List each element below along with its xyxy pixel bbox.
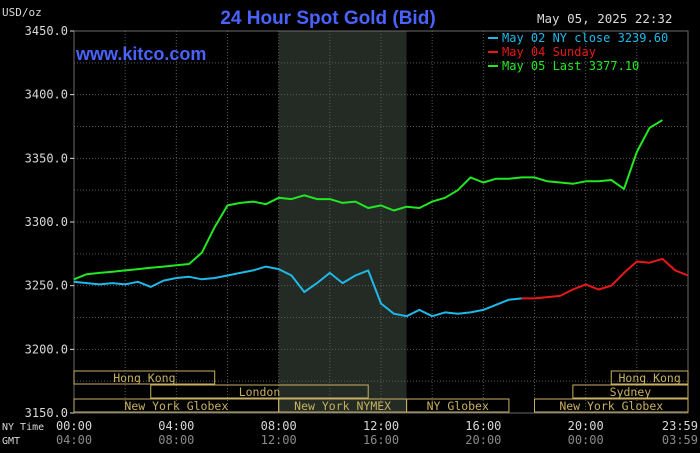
y-axis: 3150.0 3200.0 3250.0 3300.0 3350.0 3400.0 3450… — [25, 24, 74, 420]
series-line-1 — [521, 257, 689, 300]
price-series — [73, 119, 689, 318]
x-tick-label: 08:00 — [158, 433, 194, 447]
x-tick-label: 20:00 — [568, 419, 604, 433]
x-tick-label: 23:59 — [662, 419, 698, 433]
y-tick-label: 3400.0 — [25, 88, 68, 102]
session-band — [150, 384, 369, 399]
y-tick-label: 3350.0 — [25, 151, 68, 165]
session-label: New York Globex — [124, 399, 228, 413]
legend-label: May 04 Sunday — [502, 45, 596, 59]
x-tick-label: 00:00 — [568, 433, 604, 447]
chart-title: 24 Hour Spot Gold (Bid) — [220, 8, 435, 29]
x-tick-label: 12:00 — [363, 419, 399, 433]
series-line-0 — [73, 265, 522, 318]
y-tick-label: 3450.0 — [25, 24, 68, 38]
session-band — [406, 398, 510, 413]
session-label: London — [239, 385, 281, 399]
x-tick-label: 16:00 — [465, 419, 501, 433]
x-tick-label: 08:00 — [261, 419, 297, 433]
series-line-2 — [73, 119, 663, 281]
y-tick-label: 3200.0 — [25, 342, 68, 356]
session-label: Sydney — [610, 385, 652, 399]
y-tick-label: 3150.0 — [25, 406, 68, 420]
session-label: New York Globex — [559, 399, 663, 413]
x-row-name: NY Time — [2, 422, 44, 433]
session-label: Hong Kong — [113, 371, 175, 385]
session-label: New York NYMEX — [294, 399, 391, 413]
session-band — [534, 398, 689, 413]
x-tick-label: 03:59 — [662, 433, 698, 447]
session-band — [572, 384, 689, 399]
chart-grid — [73, 30, 689, 414]
ny-session-shading — [278, 31, 407, 413]
session-label: Hong Kong — [618, 371, 680, 385]
y-tick-label: 3250.0 — [25, 279, 68, 293]
x-tick-label: 20:00 — [465, 433, 501, 447]
x-tick-label: 12:00 — [261, 433, 297, 447]
session-band — [73, 370, 216, 385]
brand-watermark: www.kitco.com — [75, 44, 206, 64]
x-tick-label: 00:00 — [56, 419, 92, 433]
x-tick-label: 04:00 — [158, 419, 194, 433]
chart-date: May 05, 2025 22:32 — [537, 11, 672, 26]
legend-label: May 02 NY close 3239.60 — [502, 31, 668, 45]
session-band — [610, 370, 689, 385]
x-tick-label: 16:00 — [363, 433, 399, 447]
legend-label: May 05 Last 3377.10 — [502, 59, 639, 73]
y-axis-unit: USD/oz — [2, 6, 42, 19]
x-tick-label: 04:00 — [56, 433, 92, 447]
x-row-name: GMT — [2, 436, 20, 447]
x-axis: NY Time 00:00 04:00 08:00 12:00 16:00 20:00 23:… — [2, 419, 698, 447]
session-label: NY Globex — [427, 399, 489, 413]
y-tick-label: 3300.0 — [25, 215, 68, 229]
